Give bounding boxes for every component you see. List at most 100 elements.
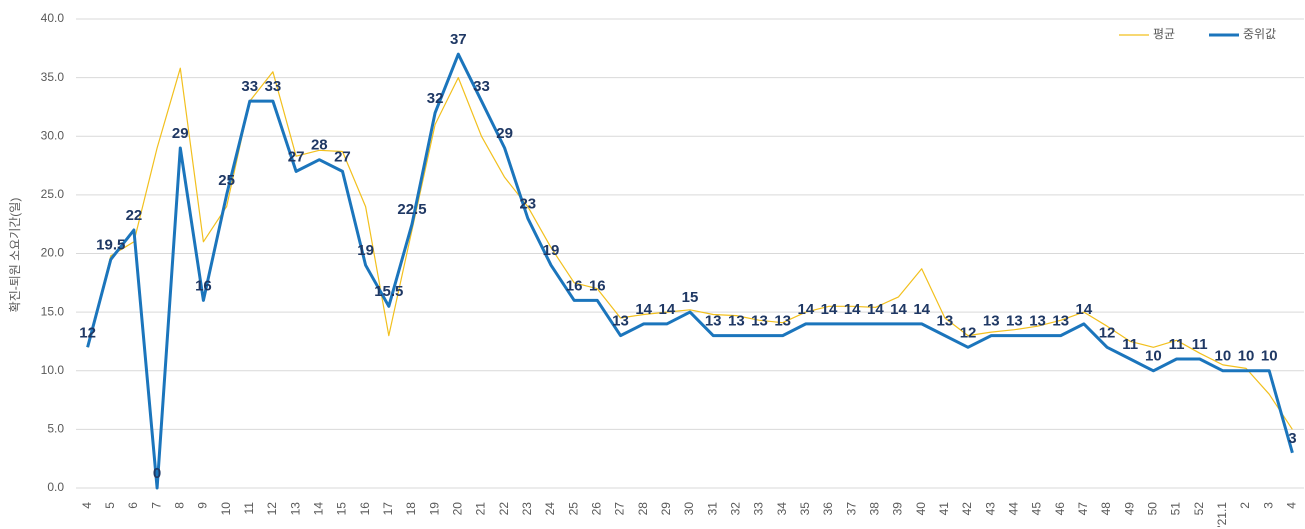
data-label: 19 <box>357 242 374 259</box>
data-label: 16 <box>566 277 583 294</box>
y-tick-label: 40.0 <box>41 11 65 25</box>
data-label: 16 <box>195 277 212 294</box>
x-tick-label: 4 <box>1285 502 1299 509</box>
data-label: 13 <box>1029 313 1046 330</box>
data-label: 13 <box>983 313 1000 330</box>
x-tick-label: 21 <box>474 502 488 516</box>
data-label: 10 <box>1238 348 1255 365</box>
data-label: 27 <box>334 148 351 165</box>
data-label: 10 <box>1215 348 1232 365</box>
y-tick-label: 10.0 <box>41 363 65 377</box>
x-tick-label: 25 <box>566 502 580 516</box>
x-tick-label: 47 <box>1076 502 1090 516</box>
data-label: 14 <box>798 301 815 318</box>
series-line <box>87 67 1293 430</box>
data-label: 25 <box>218 172 235 189</box>
data-label: 10 <box>1261 348 1278 365</box>
series-line <box>86 52 1294 490</box>
y-tick-label: 15.0 <box>41 304 65 318</box>
x-tick-label: 49 <box>1122 502 1136 516</box>
x-tick-label: 14 <box>311 502 325 516</box>
data-label: 13 <box>612 313 629 330</box>
data-label: 14 <box>867 301 884 318</box>
data-label: 12 <box>1099 324 1116 341</box>
x-tick-label: 44 <box>1007 502 1021 516</box>
x-tick-label: 37 <box>844 502 858 516</box>
data-label: 22 <box>126 207 143 224</box>
x-tick-label: 10 <box>219 502 233 516</box>
data-label: 29 <box>172 125 189 142</box>
y-tick-label: 0.0 <box>47 480 64 494</box>
data-label: 14 <box>1076 301 1093 318</box>
data-label: 14 <box>821 301 838 318</box>
y-tick-label: 20.0 <box>41 246 65 260</box>
data-label: 19 <box>543 242 560 259</box>
x-tick-label: 6 <box>126 502 140 509</box>
x-tick-label: 38 <box>868 502 882 516</box>
x-tick-label: 4 <box>80 502 94 509</box>
x-tick-label: 8 <box>172 502 186 509</box>
x-tick-label: 36 <box>821 502 835 516</box>
x-tick-label: 45 <box>1030 502 1044 516</box>
x-tick-label: 33 <box>752 502 766 516</box>
x-tick-label: 42 <box>960 502 974 516</box>
data-label: 3 <box>1288 430 1296 447</box>
y-axis-label: 확진-퇴원 소요기간(일) <box>8 198 22 313</box>
x-tick-label: 2 <box>1238 502 1252 509</box>
data-label: 16 <box>589 277 606 294</box>
x-tick-label: 16 <box>358 502 372 516</box>
data-label: 11 <box>1122 336 1138 353</box>
x-tick-label: 13 <box>288 502 302 516</box>
data-label: 10 <box>1145 348 1162 365</box>
x-tick-label: 51 <box>1169 502 1183 516</box>
x-tick-label: 5 <box>103 502 117 509</box>
x-tick-label: 50 <box>1146 502 1160 516</box>
x-tick-label: 32 <box>729 502 743 516</box>
x-tick-label: 29 <box>659 502 673 516</box>
x-tick-label: 17 <box>381 502 395 516</box>
x-tick-label: '21.1 <box>1215 502 1229 528</box>
x-tick-label: 43 <box>983 502 997 516</box>
data-label: 19.5 <box>96 236 125 253</box>
legend-label: 중위값 <box>1243 27 1276 41</box>
x-tick-label: 23 <box>520 502 534 516</box>
legend-label: 평균 <box>1153 27 1175 41</box>
x-tick-label: 22 <box>497 502 511 516</box>
data-label: 13 <box>1006 313 1023 330</box>
data-label: 13 <box>937 313 954 330</box>
data-label: 12 <box>960 324 977 341</box>
x-tick-label: 40 <box>914 502 928 516</box>
data-label: 28 <box>311 137 328 154</box>
x-tick-label: 11 <box>242 502 256 515</box>
x-tick-label: 34 <box>775 502 789 516</box>
data-label: 0 <box>153 465 161 482</box>
data-label: 14 <box>890 301 907 318</box>
data-label: 14 <box>635 301 652 318</box>
x-tick-label: 18 <box>404 502 418 516</box>
y-tick-label: 25.0 <box>41 187 65 201</box>
x-tick-label: 39 <box>891 502 905 516</box>
data-label: 11 <box>1192 336 1208 353</box>
x-tick-label: 27 <box>613 502 627 516</box>
data-label: 33 <box>241 78 258 95</box>
x-tick-label: 9 <box>196 502 210 509</box>
x-tick-label: 30 <box>682 502 696 516</box>
data-label: 29 <box>496 125 513 142</box>
data-label: 12 <box>79 324 96 341</box>
x-tick-label: 19 <box>427 502 441 516</box>
x-tick-label: 41 <box>937 502 951 516</box>
data-label: 14 <box>844 301 861 318</box>
data-label: 15 <box>682 289 699 306</box>
data-label: 27 <box>288 148 305 165</box>
y-tick-label: 35.0 <box>41 70 65 84</box>
x-tick-label: 35 <box>798 502 812 516</box>
data-label: 13 <box>751 313 768 330</box>
x-tick-label: 20 <box>450 502 464 516</box>
x-tick-label: 31 <box>705 502 719 516</box>
data-label: 14 <box>658 301 675 318</box>
x-tick-label: 24 <box>543 502 557 516</box>
x-tick-label: 3 <box>1261 502 1275 509</box>
x-tick-label: 26 <box>589 502 603 516</box>
